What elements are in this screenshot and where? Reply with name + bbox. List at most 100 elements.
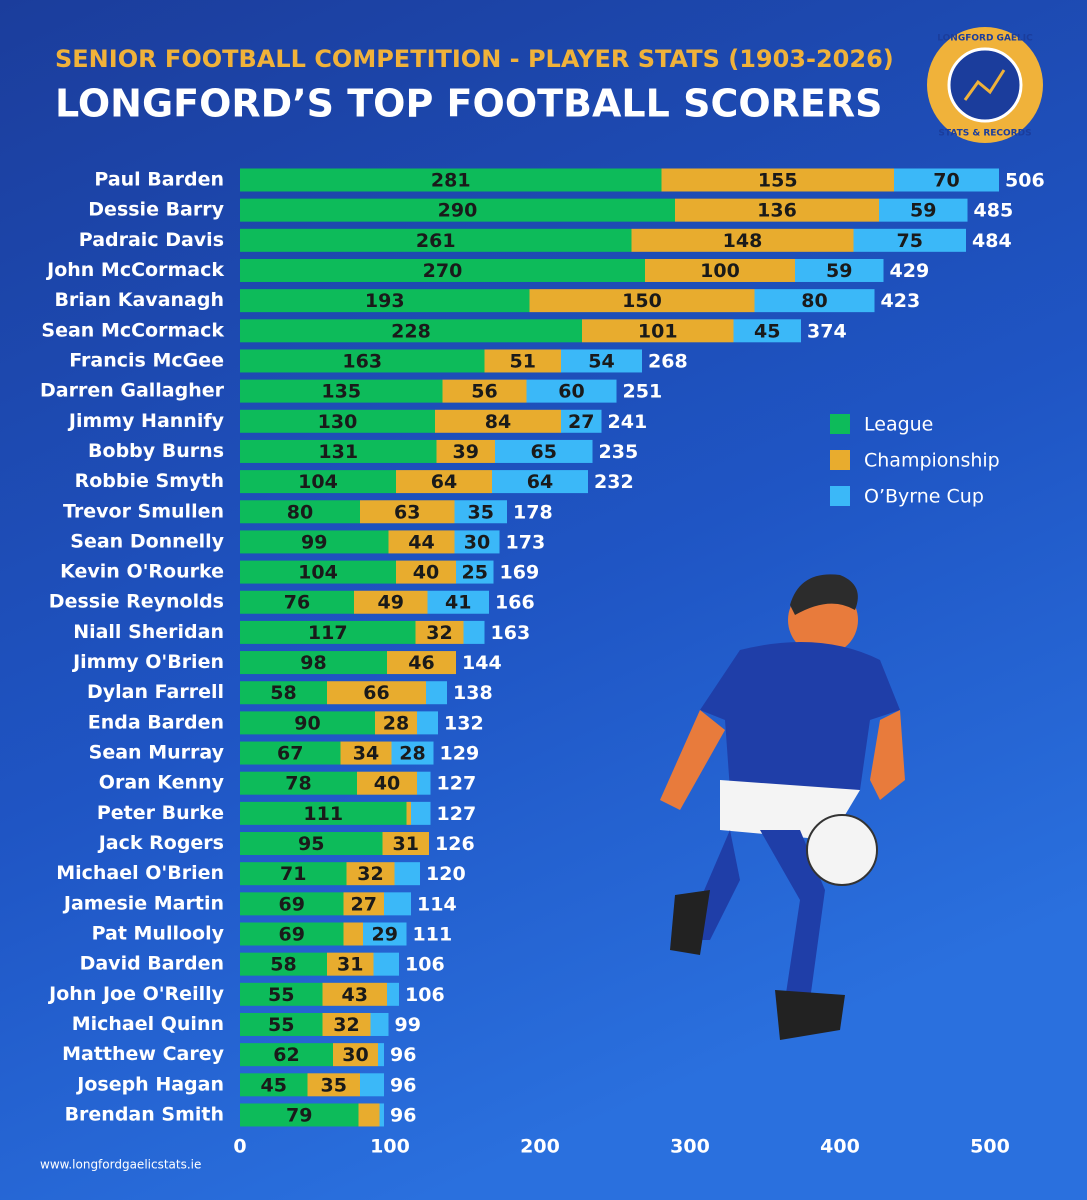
- total-label: 120: [426, 863, 466, 885]
- value-label: 117: [308, 622, 348, 644]
- y-tick-label: Jimmy O'Brien: [71, 651, 224, 673]
- value-label: 27: [351, 893, 377, 915]
- value-label: 39: [453, 441, 479, 463]
- total-label: 169: [500, 562, 540, 584]
- value-label: 90: [294, 712, 320, 734]
- bar-segment: [240, 198, 675, 222]
- legend-swatch: [830, 450, 850, 470]
- value-label: 130: [318, 411, 358, 433]
- bar-segment: [240, 319, 582, 343]
- total-label: 484: [972, 230, 1012, 252]
- x-tick-label: 100: [370, 1136, 410, 1158]
- value-label: 45: [754, 320, 780, 342]
- y-tick-label: Trevor Smullen: [63, 500, 224, 522]
- total-label: 173: [506, 531, 546, 553]
- value-label: 31: [393, 833, 419, 855]
- value-label: 69: [279, 924, 305, 946]
- bar-segment: [340, 741, 392, 765]
- bar-segment: [333, 1043, 378, 1067]
- bar-segment: [343, 922, 363, 946]
- value-label: 43: [342, 984, 368, 1006]
- x-tick-label: 300: [670, 1136, 710, 1158]
- value-label: 131: [318, 441, 358, 463]
- bar-segment: [442, 379, 527, 403]
- value-label: 40: [374, 773, 400, 795]
- value-label: 45: [261, 1074, 287, 1096]
- y-tick-label: John McCormack: [45, 259, 224, 281]
- bar-segment: [322, 982, 387, 1006]
- y-tick-label: Darren Gallagher: [40, 380, 225, 402]
- value-label: 100: [700, 260, 740, 282]
- value-label: 41: [445, 592, 471, 614]
- y-tick-label: Dessie Barry: [88, 199, 224, 221]
- bar-segment: [357, 771, 417, 795]
- bar-segment: [378, 1043, 384, 1067]
- bar-segment: [240, 500, 360, 524]
- bar-segment: [240, 530, 389, 554]
- total-label: 166: [495, 592, 535, 614]
- x-tick-label: 0: [233, 1136, 246, 1158]
- total-label: 232: [594, 471, 634, 493]
- value-label: 32: [333, 1014, 359, 1036]
- bar-segment: [240, 379, 443, 403]
- bar-segment: [240, 832, 383, 856]
- total-label: 144: [462, 652, 502, 674]
- y-tick-label: Dessie Reynolds: [49, 591, 224, 613]
- y-tick-label: Enda Barden: [88, 711, 224, 733]
- value-label: 58: [270, 682, 296, 704]
- total-label: 114: [417, 893, 457, 915]
- player-boot: [775, 990, 845, 1040]
- bar-segment: [396, 560, 456, 584]
- bar-segment: [346, 862, 395, 886]
- bar-segment: [240, 168, 662, 192]
- value-label: 66: [363, 682, 389, 704]
- y-tick-label: John Joe O'Reilly: [47, 983, 224, 1005]
- chart-title: LONGFORD’S TOP FOOTBALL SCORERS: [55, 82, 882, 126]
- value-label: 67: [277, 743, 303, 765]
- value-label: 40: [413, 562, 439, 584]
- value-label: 60: [558, 381, 584, 403]
- bar-segment: [894, 168, 999, 192]
- value-label: 64: [527, 471, 553, 493]
- bar-segment: [561, 409, 602, 433]
- bar-segment: [240, 439, 437, 463]
- value-label: 261: [416, 230, 456, 252]
- bar-segment: [456, 560, 494, 584]
- bar-segment: [406, 801, 411, 825]
- value-label: 29: [372, 924, 398, 946]
- x-tick-label: 200: [520, 1136, 560, 1158]
- value-label: 136: [757, 200, 797, 222]
- value-label: 80: [801, 290, 827, 312]
- bar-segment: [360, 500, 455, 524]
- value-label: 135: [321, 381, 361, 403]
- bar-segment: [240, 409, 435, 433]
- legend-label: Championship: [864, 450, 1000, 472]
- bar-segment: [240, 711, 375, 735]
- bar-segment: [426, 681, 447, 705]
- y-tick-label: Matthew Carey: [62, 1043, 224, 1065]
- y-tick-label: Dylan Farrell: [87, 681, 224, 703]
- bar-segment: [411, 801, 431, 825]
- bar-segment: [375, 711, 417, 735]
- total-label: 506: [1005, 170, 1045, 192]
- bar-segment: [240, 1103, 359, 1127]
- bar-segment: [240, 620, 416, 644]
- bar-segment: [240, 771, 357, 795]
- value-label: 79: [286, 1104, 312, 1126]
- value-label: 101: [638, 320, 678, 342]
- bar-segment: [240, 952, 327, 976]
- value-label: 95: [298, 833, 324, 855]
- value-label: 44: [408, 531, 434, 553]
- total-label: 485: [974, 200, 1014, 222]
- y-tick-label: Brendan Smith: [65, 1103, 224, 1125]
- bar-segment: [343, 892, 384, 916]
- bar-segment: [795, 258, 884, 282]
- total-label: 268: [648, 350, 688, 372]
- bar-segment: [360, 1073, 384, 1097]
- bar-segment: [322, 1012, 371, 1036]
- total-label: 163: [491, 622, 531, 644]
- logo-center: [947, 47, 1023, 123]
- value-label: 76: [284, 592, 310, 614]
